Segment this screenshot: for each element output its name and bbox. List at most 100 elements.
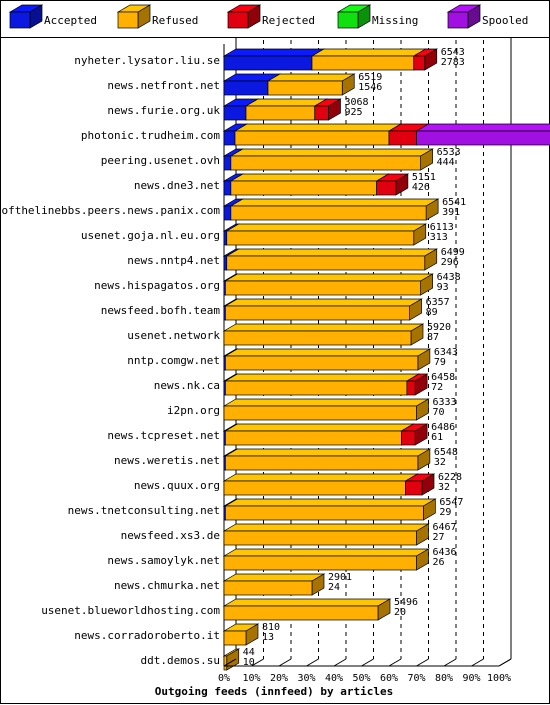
category-label: news.weretis.net xyxy=(114,454,220,467)
x-tick-70 xyxy=(416,658,429,667)
legend-item-accepted: Accepted xyxy=(8,4,97,29)
bar-row-endofthelinebbs-peers-news-panix-com xyxy=(222,198,440,221)
x-tick-100 xyxy=(498,658,512,667)
bar-row-news-nk-ca xyxy=(222,373,429,396)
legend-swatch-spooled xyxy=(446,4,482,29)
value-label-accepted: 24 xyxy=(328,582,340,593)
bar-row-news-furie-org-uk xyxy=(222,98,342,121)
category-label: news.corradoroberto.it xyxy=(74,629,220,642)
category-label: usenet.goja.nl.eu.org xyxy=(81,229,220,242)
bar-row-news-tcpreset-net xyxy=(222,423,429,446)
category-label: newsfeed.bofh.team xyxy=(101,304,221,317)
legend-item-spooled: Spooled xyxy=(446,4,528,29)
value-label-accepted: 61 xyxy=(431,432,443,443)
bar-refused-news-weretis-net xyxy=(224,448,432,471)
x-tick-label: 40% xyxy=(325,673,343,684)
value-label-total: 6541 xyxy=(442,197,466,208)
bar-row-news-weretis-net xyxy=(222,448,432,471)
bar-refused-usenet-blueworldhosting-com xyxy=(222,598,392,621)
bar-refused-peering-usenet-ovh xyxy=(229,148,434,171)
value-label-total: 44 xyxy=(243,647,255,658)
value-label-accepted: 32 xyxy=(438,482,450,493)
legend-item-missing: Missing xyxy=(336,4,418,29)
category-label: nntp.comgw.net xyxy=(127,354,220,367)
value-label-accepted: 26 xyxy=(433,557,445,568)
bar-refused-nntp-comgw-net xyxy=(224,348,432,371)
value-label-accepted: 426 xyxy=(412,182,430,193)
value-label-total: 2901 xyxy=(328,572,352,583)
bar-accepted-nyheter-lysator-liu-se xyxy=(222,48,326,71)
x-tick-50 xyxy=(361,658,374,667)
value-label-total: 6543 xyxy=(441,47,465,58)
bar-refused-news-tnetconsulting-net xyxy=(224,498,437,521)
bar-row-newsfeed-xs3-de xyxy=(222,523,430,546)
category-label: news.samoylyk.net xyxy=(107,554,220,567)
bar-row-newsfeed-bofh-team xyxy=(222,298,423,321)
bar-row-usenet-goja-nl-eu-org xyxy=(222,223,428,246)
value-label-accepted: 296 xyxy=(441,257,459,268)
x-tick-30 xyxy=(306,658,319,667)
bar-rejected-news-nk-ca xyxy=(405,373,429,396)
value-label-total: 3068 xyxy=(345,97,369,108)
x-tick-label: 80% xyxy=(435,673,453,684)
value-label-accepted: 72 xyxy=(431,382,443,393)
legend-label-rejected: Rejected xyxy=(262,14,315,27)
x-tick-60 xyxy=(388,658,402,667)
bar-row-nntp-comgw-net xyxy=(222,348,432,371)
bar-row-news-chmurka-net xyxy=(222,573,326,596)
bar-row-photonic-trudheim-com xyxy=(222,123,550,146)
value-label-total: 6548 xyxy=(434,447,458,458)
x-tick-0 xyxy=(223,658,237,667)
category-label: nyheter.lysator.liu.se xyxy=(74,54,220,67)
x-tick-label: 20% xyxy=(270,673,288,684)
bar-refused-news-nk-ca xyxy=(224,373,421,396)
value-label-total: 6547 xyxy=(439,497,463,508)
x-tick-label: 50% xyxy=(352,673,370,684)
value-label-accepted: 89 xyxy=(426,307,438,318)
bar-refused-endofthelinebbs-peers-news-panix-com xyxy=(229,198,440,221)
bar-row-news-nntp4-net xyxy=(222,248,439,271)
value-label-total: 6438 xyxy=(437,272,461,283)
value-label-accepted: 1546 xyxy=(358,82,382,93)
bar-spooled-photonic-trudheim-com xyxy=(415,123,550,146)
legend: Accepted Refused Rejected Missing Spooled xyxy=(0,0,550,38)
category-labels: nyheter.lysator.liu.se news.netfront.net n… xyxy=(0,54,220,667)
x-axis-title: Outgoing feeds (innfeed) by articles xyxy=(155,685,393,698)
value-label-total: 6333 xyxy=(433,397,457,408)
bar-row-news-tnetconsulting-net xyxy=(222,498,437,521)
value-label-total: 6113 xyxy=(430,222,454,233)
category-label: news.chmurka.net xyxy=(114,579,220,592)
bar-row-news-samoylyk-net xyxy=(222,548,430,571)
value-label-accepted: 27 xyxy=(433,532,445,543)
value-label-total: 6458 xyxy=(431,372,455,383)
value-label-accepted: 70 xyxy=(433,407,445,418)
value-label-total: 6533 xyxy=(437,147,461,158)
value-label-accepted: 87 xyxy=(427,332,439,343)
bar-refused-news-quux-org xyxy=(222,473,419,496)
value-label-accepted: 444 xyxy=(437,157,455,168)
bar-refused-news-tcpreset-net xyxy=(224,423,415,446)
x-tick-80 xyxy=(443,658,457,667)
x-tick-label: 70% xyxy=(407,673,425,684)
x-axis: 0% 10% 20% 30% 40% 50% 60% 70% 80% 90% 100% xyxy=(218,658,512,684)
category-label: peering.usenet.ovh xyxy=(101,154,220,167)
bar-refused-newsfeed-xs3-de xyxy=(222,523,430,546)
category-label: news.netfront.net xyxy=(107,79,220,92)
value-label-accepted: 20 xyxy=(394,607,406,618)
bar-refused-usenet-goja-nl-eu-org xyxy=(225,223,428,246)
legend-label-accepted: Accepted xyxy=(44,14,97,27)
value-label-total: 6436 xyxy=(433,547,457,558)
category-label: endofthelinebbs.peers.news.panix.com xyxy=(0,204,220,217)
category-label: photonic.trudheim.com xyxy=(81,129,220,142)
bar-row-news-netfront-net xyxy=(222,73,356,96)
bar-refused-news-netfront-net xyxy=(266,73,356,96)
x-tick-label: 90% xyxy=(462,673,480,684)
bar-rejected-news-tcpreset-net xyxy=(400,423,429,446)
category-label: usenet.network xyxy=(127,329,220,342)
value-label-accepted: 391 xyxy=(442,207,460,218)
bar-refused-news-dne3-net xyxy=(229,173,390,196)
value-label-total: 6357 xyxy=(426,297,450,308)
category-label: news.quux.org xyxy=(134,479,220,492)
legend-swatch-rejected xyxy=(226,4,262,29)
bar-rejected-news-furie-org-uk xyxy=(313,98,342,121)
